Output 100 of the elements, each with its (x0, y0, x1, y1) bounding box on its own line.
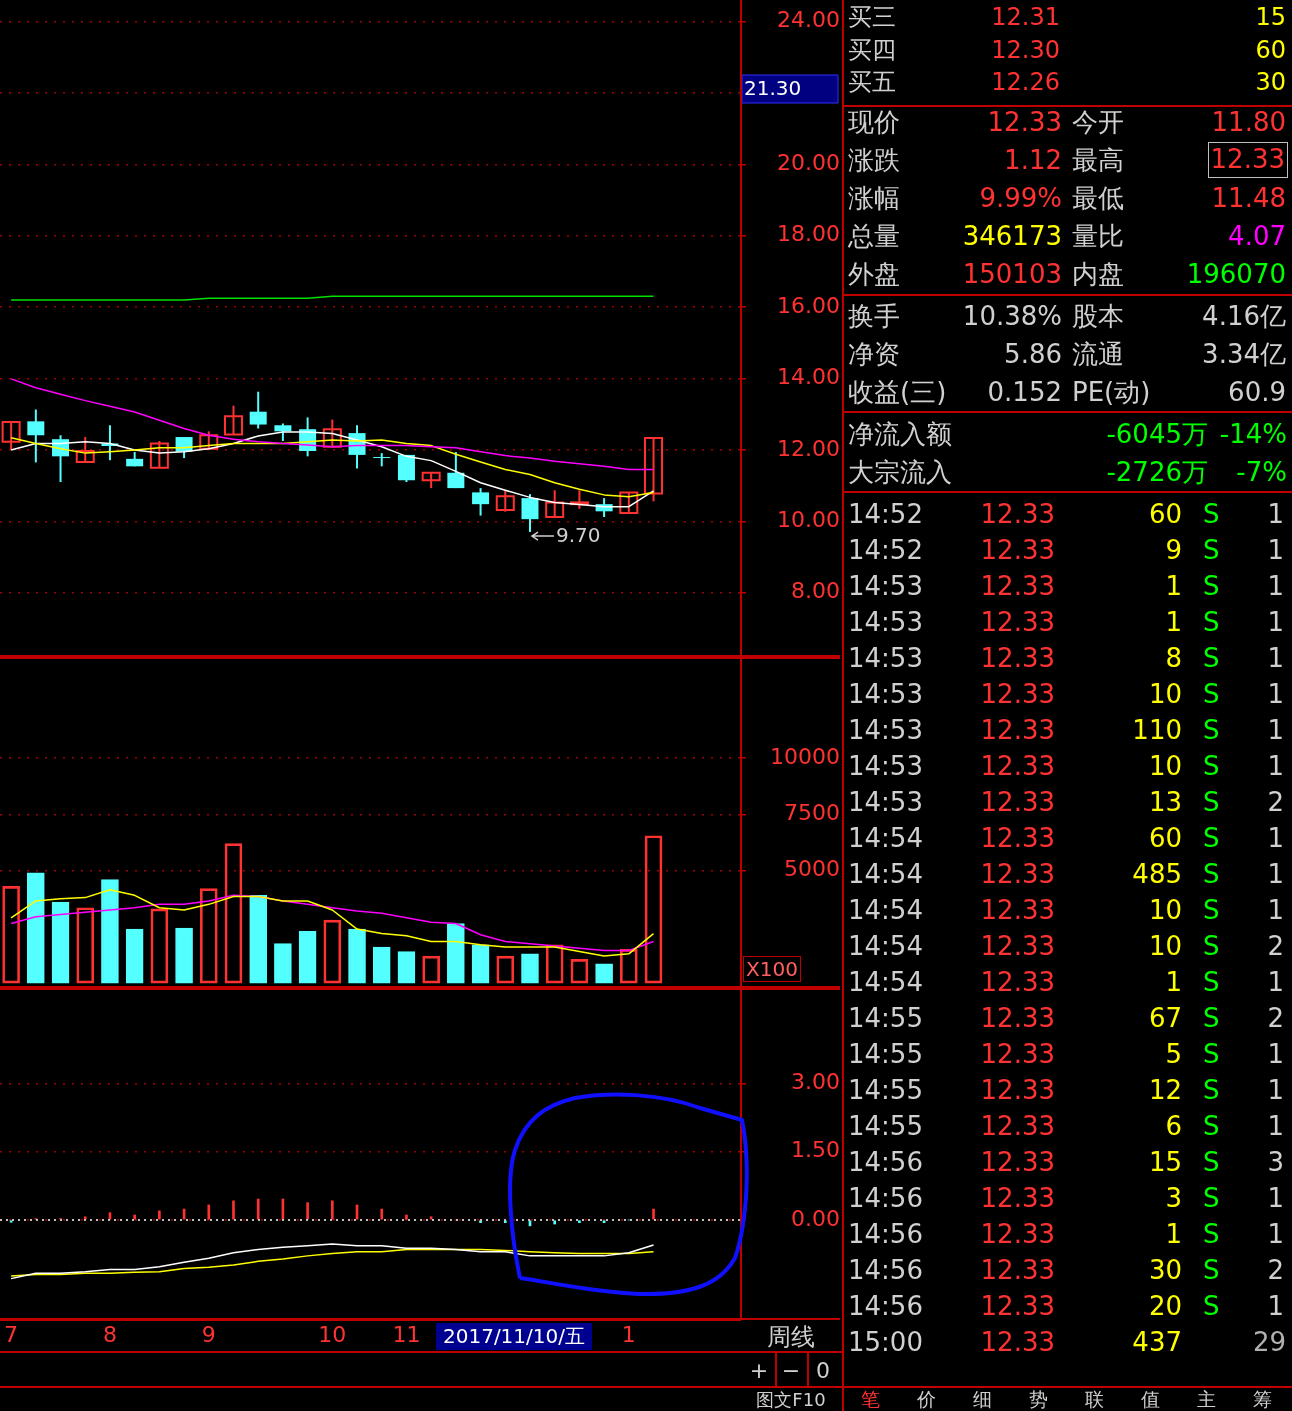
text: 1 (1267, 498, 1284, 531)
text: -2726万 (1106, 456, 1208, 489)
text: 涨跌 (848, 144, 900, 177)
text: 12.33 (980, 894, 1055, 927)
y-tick-label: 1.50 (791, 1137, 840, 1163)
text: PE(动) (1072, 376, 1151, 409)
text: 8 (1165, 642, 1182, 675)
y-tick-label: 8.00 (791, 578, 840, 604)
text: 净资 (848, 338, 900, 371)
text: 14:53 (848, 678, 923, 711)
text: 12.33 (980, 1254, 1055, 1287)
text: 12.33 (980, 642, 1055, 675)
text: 12.33 (980, 786, 1055, 819)
text: S (1203, 786, 1220, 819)
text: − (780, 1356, 802, 1385)
text: 12.33 (980, 1002, 1055, 1035)
text: 12.33 (980, 1146, 1055, 1179)
text: -14% (1219, 418, 1287, 451)
text: S (1203, 822, 1220, 855)
text: 1 (1267, 894, 1284, 927)
text: 总量 (848, 220, 900, 253)
text: 大宗流入 (848, 456, 952, 489)
text: 1 (1267, 1038, 1284, 1071)
candlestick (495, 489, 515, 513)
text: 5.86 (1004, 338, 1062, 371)
text: 14:54 (848, 858, 923, 891)
candlestick (1, 421, 21, 451)
candlestick (249, 390, 267, 430)
text: 14:54 (848, 822, 923, 855)
text: 10 (1148, 930, 1182, 963)
candlestick (322, 418, 342, 448)
text: 主 (1195, 1388, 1217, 1410)
text: 11.48 (1211, 182, 1286, 215)
text: 10 (1148, 678, 1182, 711)
text: 1 (1267, 1290, 1284, 1323)
text: S (1203, 1218, 1220, 1251)
text: 换手 (848, 300, 900, 333)
text: 14:56 (848, 1254, 923, 1287)
text: 14:53 (848, 750, 923, 783)
text: 6 (1165, 1110, 1182, 1143)
text: S (1203, 930, 1220, 963)
text: 买四 (848, 35, 896, 66)
y-tick-label: 24.00 (777, 7, 840, 33)
text: 10 (1148, 894, 1182, 927)
text: 21.30 (744, 76, 802, 101)
candlestick (27, 408, 45, 464)
text: 14:55 (848, 1038, 923, 1071)
text: 14:55 (848, 1110, 923, 1143)
candlestick (223, 404, 243, 436)
text: 60.9 (1228, 376, 1286, 409)
text: 12.33 (980, 1110, 1055, 1143)
text: 2 (1267, 930, 1284, 963)
text: 12.33 (980, 1074, 1055, 1107)
text: 14:56 (848, 1218, 923, 1251)
text: 29 (1252, 1326, 1286, 1359)
text: 12.33 (980, 1182, 1055, 1215)
y-tick-label: 20.00 (777, 149, 840, 175)
text: 净流入额 (848, 418, 952, 451)
text: 筹 (1251, 1388, 1273, 1410)
y-tick-label: 3.00 (791, 1069, 840, 1095)
text: 14:53 (848, 606, 923, 639)
x-tick-label: 10 (318, 1321, 347, 1347)
text: 12.33 (980, 822, 1055, 855)
text: 14:52 (848, 534, 923, 567)
text: S (1203, 750, 1220, 783)
y-tick-label: 10000 (770, 743, 840, 769)
text: 价 (915, 1388, 937, 1410)
text: 1 (1165, 966, 1182, 999)
text: 2 (1267, 1002, 1284, 1035)
text: 2017/11/10/五 (436, 1323, 592, 1350)
text: S (1203, 642, 1220, 675)
text: S (1203, 894, 1220, 927)
text: 12.33 (987, 106, 1062, 139)
x-tick-label: 8 (102, 1321, 117, 1347)
text: 1 (1267, 966, 1284, 999)
y-tick-label: 5000 (784, 856, 840, 882)
text: 3 (1165, 1182, 1182, 1215)
text: S (1203, 1182, 1220, 1215)
text: 外盘 (848, 258, 900, 291)
text: 9.99% (979, 182, 1062, 215)
text: 12.33 (980, 750, 1055, 783)
text: 12.33 (980, 858, 1055, 891)
text: 14:53 (848, 642, 923, 675)
text: S (1203, 1038, 1220, 1071)
text: 13 (1148, 786, 1182, 819)
text: 流通 (1072, 338, 1124, 371)
text: S (1203, 606, 1220, 639)
text: 最高 (1072, 144, 1124, 177)
text: 12.26 (991, 67, 1060, 98)
text: 图文F10 (755, 1389, 827, 1411)
text: 15 (1255, 2, 1286, 33)
x-tick-label: 11 (392, 1321, 421, 1347)
text: 14:53 (848, 570, 923, 603)
text: 485 (1132, 858, 1182, 891)
text: 1 (1267, 858, 1284, 891)
y-tick-label: 10.00 (777, 507, 840, 533)
text: 1 (1267, 714, 1284, 747)
text: 14:55 (848, 1002, 923, 1035)
text: 110 (1132, 714, 1182, 747)
text: 30 (1148, 1254, 1182, 1287)
